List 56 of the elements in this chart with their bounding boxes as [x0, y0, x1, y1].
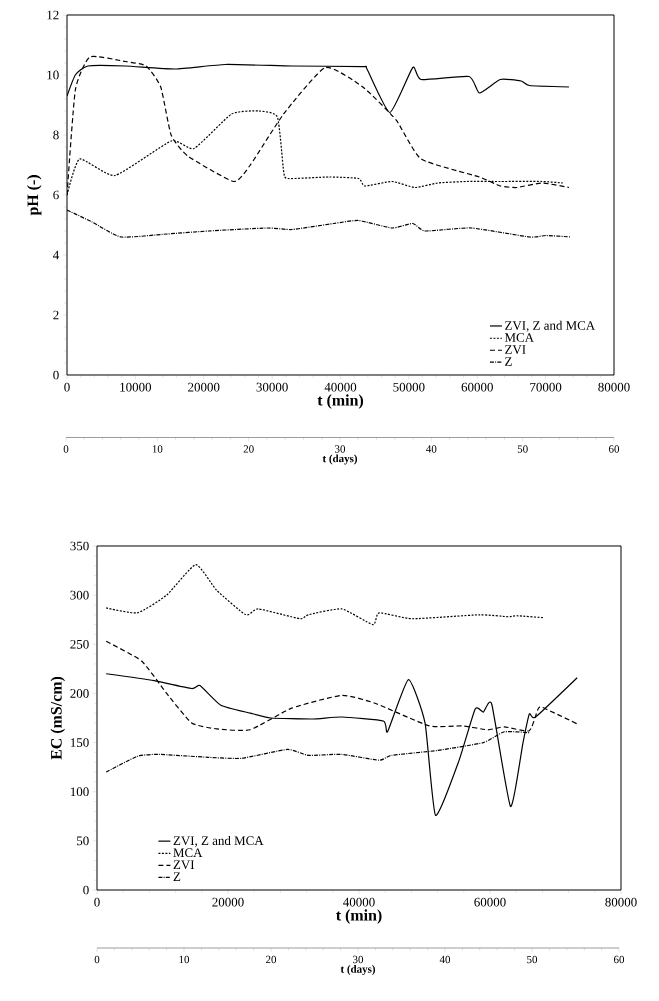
- legend-label: ZVI: [505, 345, 526, 354]
- x-tick-label: 70000: [530, 382, 562, 392]
- x-tick-label: 40000: [324, 382, 357, 392]
- x-tick-label: 40000: [343, 897, 375, 907]
- x-axis-title: t (min): [336, 909, 382, 924]
- x-tick-label: 10000: [120, 382, 152, 392]
- legend-label: Z: [173, 872, 181, 881]
- y-tick-label: 100: [70, 787, 89, 797]
- x2-tick-label: 20: [243, 445, 254, 453]
- legend-label: MCA: [504, 333, 534, 342]
- x-tick-label: 30000: [256, 382, 288, 392]
- x-tick-label: 0: [94, 897, 100, 907]
- x-axis-title: t (min): [317, 394, 364, 409]
- y-tick-label: 0: [83, 885, 89, 895]
- x2-tick-label: 0: [94, 955, 100, 964]
- x2-tick-label: 0: [63, 445, 69, 453]
- x-tick-label: 80000: [598, 382, 630, 392]
- y-tick-label: 8: [53, 130, 59, 140]
- y-tick-label: 12: [47, 10, 59, 20]
- y-tick-label: 4: [53, 250, 60, 260]
- x2-axis-title: t (days): [340, 965, 376, 975]
- x2-tick-label: 50: [517, 445, 528, 453]
- y-tick-label: 50: [77, 836, 89, 846]
- x-tick-label: 20000: [212, 897, 244, 907]
- legend-label: ZVI, Z and MCA: [505, 320, 596, 332]
- x-tick-label: 50000: [393, 382, 425, 392]
- x-tick-label: 20000: [188, 382, 220, 392]
- legend-label: ZVI, Z and MCA: [173, 835, 264, 847]
- x2-tick-label: 60: [608, 445, 620, 453]
- x2-tick-label: 40: [426, 445, 437, 453]
- x2-tick-label: 10: [152, 445, 163, 453]
- x2-tick-label: 20: [266, 955, 277, 964]
- legend-label: ZVI: [173, 860, 195, 870]
- y-tick-label: 2: [53, 310, 59, 320]
- legend-label: MCA: [173, 848, 203, 858]
- y-axis-title: pH (-): [26, 175, 42, 216]
- x2-tick-label: 50: [527, 955, 538, 964]
- y-tick-label: 250: [70, 639, 89, 649]
- y-tick-label: 10: [47, 70, 59, 80]
- y-tick-label: 6: [53, 190, 59, 200]
- y-tick-label: 350: [70, 541, 89, 551]
- y-axis-title: EC (mS/cm): [50, 676, 65, 760]
- y-tick-label: 0: [53, 370, 59, 380]
- x2-tick-label: 10: [179, 955, 190, 964]
- legend-label: Z: [505, 357, 512, 366]
- x2-tick-label: 60: [614, 955, 625, 964]
- x2-tick-label: 30: [353, 955, 364, 964]
- y-tick-label: 300: [70, 590, 89, 600]
- y-tick-label: 200: [70, 689, 89, 698]
- x-tick-label: 60000: [461, 382, 493, 392]
- x2-tick-label: 40: [439, 955, 451, 964]
- x2-axis-title: t (days): [322, 454, 358, 465]
- x-tick-label: 80000: [605, 897, 637, 907]
- x2-tick-label: 30: [335, 445, 346, 453]
- x-tick-label: 60000: [474, 897, 506, 907]
- y-tick-label: 150: [70, 738, 89, 747]
